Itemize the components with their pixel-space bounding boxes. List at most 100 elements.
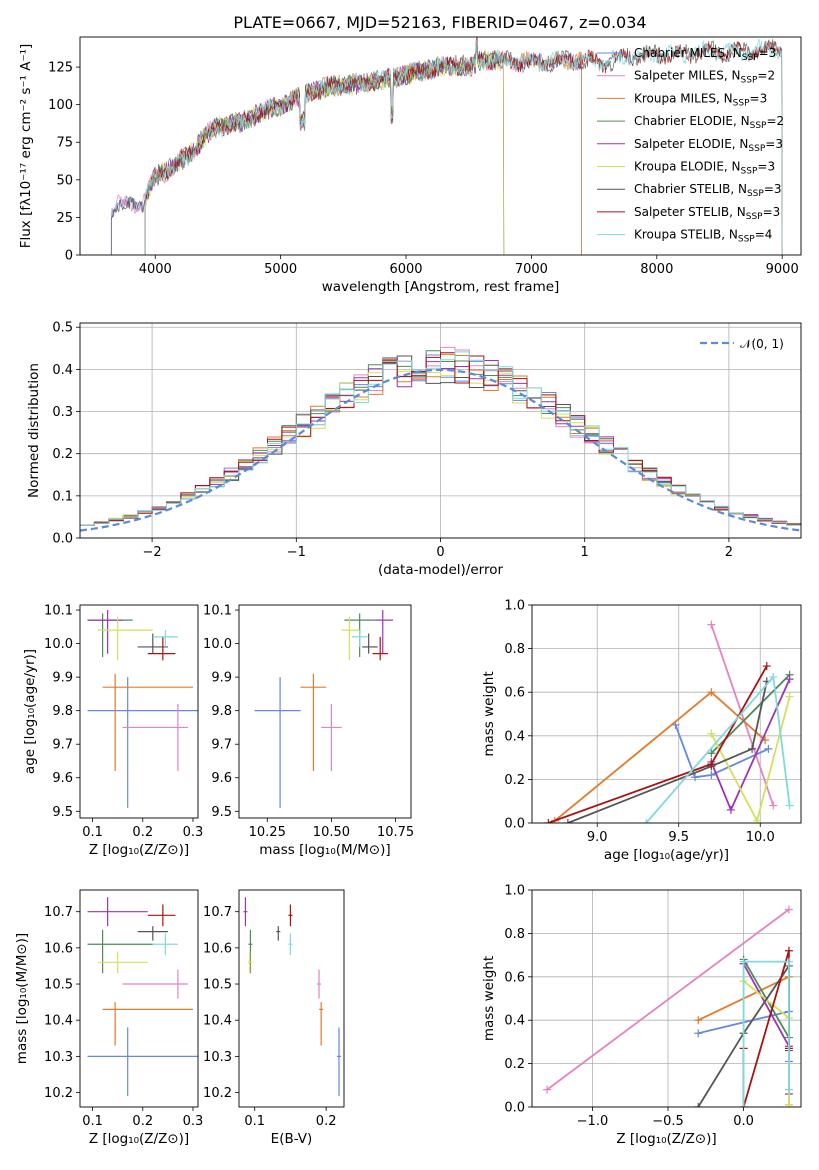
x-tick-label: 0.1	[82, 1114, 103, 1129]
y-tick-label: 0.4	[52, 363, 73, 378]
weight-marker-kroupa-elodie	[784, 1100, 793, 1107]
y-tick-label: 10.3	[203, 1050, 232, 1065]
y-tick-label: 10.3	[44, 1050, 73, 1065]
x-axis-label: E(B-V)	[271, 1131, 313, 1147]
x-tick-label: −2	[143, 545, 162, 560]
legend-subscript: SSP	[741, 76, 758, 86]
y-tick-label: 0.2	[52, 447, 73, 462]
x-tick-label: 5000	[264, 262, 297, 277]
y-tick-label: 10.7	[203, 905, 232, 920]
x-tick-label: 0.2	[132, 1114, 153, 1129]
y-tick-label: 0.3	[52, 405, 73, 420]
legend-subscript: SSP	[746, 212, 763, 222]
weight-marker-salpeter-elodie	[785, 675, 794, 684]
x-tick-label: 9000	[766, 262, 799, 277]
weight-marker-chabrier-elodie	[707, 749, 716, 758]
y-tick-label: 25	[56, 211, 73, 226]
weight-marker-kroupa-miles	[694, 1016, 703, 1025]
y-tick-label: 10.1	[203, 604, 232, 619]
y-tick-label: 0.0	[52, 532, 73, 547]
weight-marker-kroupa-stelib	[739, 957, 748, 966]
x-tick-label: 4000	[139, 262, 172, 277]
axes-mass_vs_EBV: 0.1 0.2 10.2 10.3 10.4 10.5 10.6 10.7 E(B-V)	[203, 889, 345, 1147]
y-tick-label: 10.4	[203, 1014, 232, 1029]
y-tick-label: 0.6	[504, 970, 525, 985]
y-tick-label: 125	[48, 61, 73, 76]
weight-marker-chabrier-stelib	[694, 1103, 703, 1107]
y-tick-label: 0.8	[504, 642, 525, 657]
axes-frame	[531, 604, 802, 824]
weight-marker-chabrier-stelib	[563, 819, 572, 823]
weight-line-chabrier-miles	[674, 724, 769, 779]
axes-frame	[238, 889, 345, 1108]
x-tick-label: 8000	[640, 262, 673, 277]
legend-subscript: SSP	[748, 144, 765, 154]
y-axis-label: age [log₁₀(age/yr)]	[22, 649, 38, 774]
x-tick-label: 0.1	[244, 1114, 265, 1129]
plot-area-mass_vs_Z	[87, 897, 198, 1097]
legend-label-kroupa-stelib: Kroupa STELIB, NSSP=4	[634, 228, 772, 245]
y-axis-label: Flux [fλ10⁻¹⁷ erg cm⁻² s⁻¹ A⁻¹]	[18, 44, 34, 249]
weight-marker-salpeter-stelib	[762, 662, 771, 671]
y-tick-label: 0.0	[504, 1101, 525, 1116]
y-tick-label: 10.5	[44, 978, 73, 993]
y-tick-label: 0	[65, 249, 73, 264]
y-axis-label: mass weight	[481, 956, 497, 1041]
y-tick-label: 100	[48, 98, 73, 113]
x-axis-label: Z [log₁₀(Z/Z⊙)]	[89, 842, 189, 858]
y-tick-label: 9.5	[211, 805, 232, 820]
x-tick-label: 0.3	[183, 825, 204, 840]
plot-area-weight_vs_age	[544, 620, 794, 823]
figure-title: PLATE=0667, MJD=52163, FIBERID=0467, z=0…	[233, 13, 646, 32]
histogram-kroupa-stelib	[80, 351, 801, 526]
normal-curve	[80, 368, 801, 532]
y-tick-label: 0.6	[504, 686, 525, 701]
axes-frame	[79, 36, 802, 256]
axes-mass_vs_Z: 0.1 0.2 0.3 10.2 10.3 10.4 10.5 10.6 10.7 Z [log₁…	[14, 889, 203, 1147]
weight-marker-salpeter-stelib	[544, 819, 553, 823]
legend-subscript: SSP	[733, 98, 750, 108]
x-tick-label: 9.5	[668, 830, 689, 845]
x-tick-label: 10.25	[249, 825, 286, 840]
weight-marker-kroupa-stelib	[739, 1103, 748, 1107]
x-tick-label: 0.2	[316, 1114, 337, 1129]
y-tick-label: 0.5	[52, 321, 73, 336]
axes-spectrum: 4000 5000 6000 7000 8000 9000 0 25 50 75 100 125 wav…	[18, 36, 802, 295]
x-tick-label: −1	[287, 545, 306, 560]
plot-area-spectrum	[110, 37, 783, 255]
x-tick-label: 0.0	[733, 1114, 754, 1129]
y-tick-label: 9.8	[211, 704, 232, 719]
spectrum-line-kroupa-stelib	[144, 38, 783, 255]
x-axis-label: Z [log₁₀(Z/Z⊙)]	[89, 1131, 189, 1147]
x-tick-label: 6000	[389, 262, 422, 277]
y-tick-label: 9.7	[52, 738, 73, 753]
weight-marker-kroupa-elodie	[785, 692, 794, 701]
weight-marker-kroupa-stelib	[784, 957, 793, 966]
legend-label-kroupa-elodie: Kroupa ELODIE, NSSP=3	[634, 160, 775, 177]
y-tick-label: 0.8	[504, 927, 525, 942]
y-tick-label: 0.2	[504, 773, 525, 788]
y-tick-label: 9.5	[52, 805, 73, 820]
y-tick-label: 75	[56, 136, 73, 151]
weight-marker-chabrier-miles	[691, 773, 700, 782]
y-axis-label: Normed distribution	[26, 363, 42, 498]
weight-marker-salpeter-elodie	[726, 805, 735, 814]
y-tick-label: 10.1	[44, 604, 73, 619]
legend-suffix: =3	[757, 160, 775, 174]
x-tick-label: 1	[581, 545, 589, 560]
x-tick-label: 9.0	[587, 830, 608, 845]
x-axis-label: Z [log₁₀(Z/Z⊙)]	[616, 1131, 716, 1147]
x-tick-label: 10.50	[313, 825, 350, 840]
y-tick-label: 0.4	[504, 729, 525, 744]
weight-marker-chabrier-stelib	[748, 744, 757, 753]
y-tick-label: 9.9	[211, 671, 232, 686]
weight-marker-salpeter-miles	[784, 905, 793, 914]
y-tick-label: 0.4	[504, 1014, 525, 1029]
plot-area-age_vs_mass	[254, 610, 394, 808]
plot-area-weight_vs_Z	[543, 905, 793, 1107]
spectrum-line-chabrier-miles	[110, 38, 582, 255]
x-axis-label: mass [log₁₀(M/M⊙)]	[259, 842, 390, 858]
weight-marker-chabrier-miles	[764, 744, 773, 753]
legend-label-salpeter-miles: Salpeter MILES, NSSP=2	[634, 69, 775, 86]
